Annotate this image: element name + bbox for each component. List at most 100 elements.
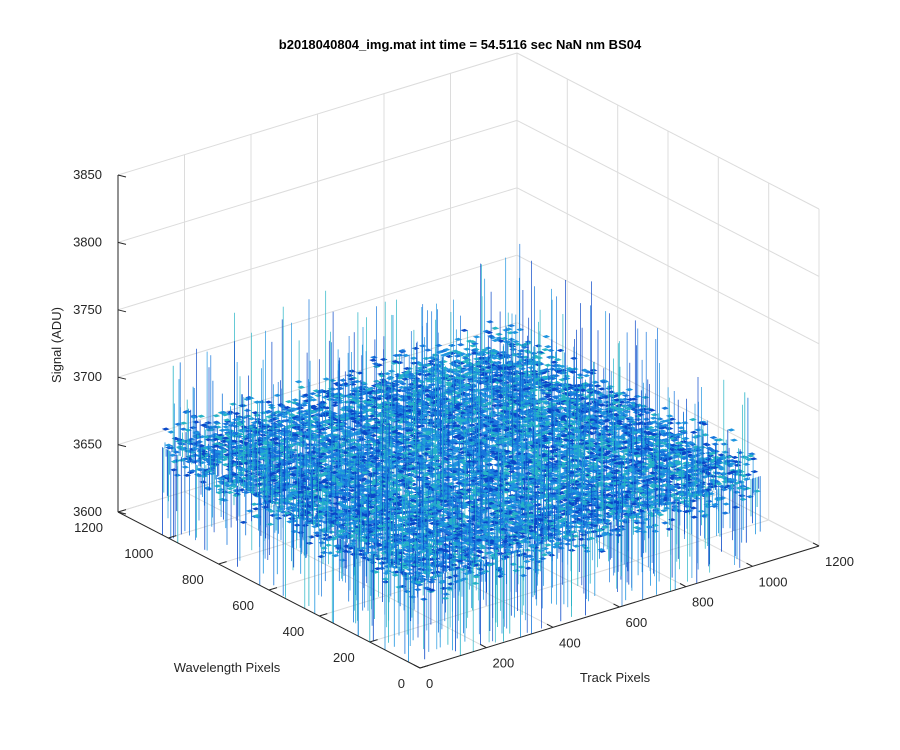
surface-patch (245, 395, 253, 400)
surface-patch (490, 356, 499, 360)
surface-patch (229, 421, 238, 425)
surface-patch (309, 404, 318, 408)
surface-patch (460, 328, 469, 332)
surface-patch (322, 377, 331, 381)
surface-patch (219, 410, 228, 415)
surface-patch (456, 343, 465, 347)
surface-patch (516, 328, 525, 332)
surface-patch (491, 326, 500, 330)
surface-patch (448, 343, 456, 348)
surface-patch (370, 355, 378, 359)
surface-patch (301, 393, 310, 397)
surface-patch (212, 420, 221, 424)
surface-patch (348, 392, 356, 396)
surface-patch (322, 463, 330, 467)
surface-patch (495, 336, 503, 340)
surface-patch (264, 409, 273, 414)
surface-patch (264, 400, 273, 404)
surface-patch (475, 352, 484, 356)
surface-patch (465, 339, 474, 343)
surface-patch (395, 376, 404, 380)
surface-patch (326, 397, 334, 402)
surface-patch (423, 348, 432, 352)
surface-patch (263, 425, 272, 429)
surface-patch (247, 417, 256, 421)
surface-patch (211, 437, 220, 441)
surface-patch (202, 457, 210, 462)
surface-patch (492, 354, 501, 358)
surface-patch (212, 414, 221, 418)
surface-patch (376, 394, 385, 398)
surface-patch (302, 415, 310, 419)
surface-patch (197, 414, 206, 418)
surface-patch (439, 349, 448, 353)
surface-patch (544, 345, 552, 349)
surface-patch (229, 402, 238, 406)
surface-patch (294, 380, 303, 384)
surface-patch (463, 364, 471, 368)
surface-patch (401, 377, 410, 381)
surface-patch (518, 367, 527, 371)
surface-patch (369, 358, 378, 362)
surface-patch (486, 320, 494, 324)
surface-patch (453, 354, 462, 358)
surface-patch (301, 401, 309, 405)
surface-patch (323, 406, 332, 410)
surface-patch (291, 398, 300, 402)
surface-patch (511, 330, 519, 335)
surface-patch (280, 415, 289, 419)
surface-patch (472, 335, 481, 339)
surface-patch (492, 370, 501, 375)
surface-patch (199, 423, 208, 427)
surface-patch (223, 428, 231, 432)
surface-patch (254, 417, 262, 422)
surface-patch (243, 408, 252, 413)
surface-patch (399, 382, 407, 386)
surface-patch (254, 438, 263, 443)
surface-patch (411, 346, 420, 350)
surface-patch (164, 443, 173, 447)
grid-line (369, 519, 769, 643)
surface-patch (491, 338, 500, 343)
surface-patch (273, 393, 282, 397)
surface-patch (222, 425, 230, 429)
surface-patch (242, 490, 251, 495)
surface-patch (457, 370, 465, 374)
surface-patch (296, 428, 305, 432)
surface-patch (161, 427, 170, 431)
surface-patch (443, 352, 452, 356)
surface-patch (252, 507, 260, 511)
surface-patch (272, 437, 280, 441)
surface-patch (460, 368, 469, 372)
surface-patch (392, 353, 401, 358)
surface-patch (253, 400, 262, 404)
surface-patch (488, 349, 496, 353)
surface-patch (188, 469, 197, 473)
surface-patch (391, 359, 400, 364)
surface-patch (179, 421, 188, 425)
surface-patch (376, 386, 385, 390)
surface-patch (544, 363, 552, 367)
surface-patch (213, 442, 222, 446)
surface-patch (403, 366, 411, 371)
surface-patch (314, 393, 322, 398)
surface-patch (221, 413, 229, 417)
surface-patch (542, 334, 551, 339)
surface-patch (285, 400, 293, 404)
surface-patch (227, 423, 236, 428)
surface-patch (442, 348, 451, 352)
surface-patch (517, 349, 525, 353)
surface (161, 243, 761, 662)
surface-patch (226, 486, 234, 491)
surface-patch (169, 468, 178, 472)
surface-patch (222, 422, 230, 426)
surface-patch (396, 380, 405, 384)
surface-patch (471, 342, 479, 346)
surface-patch (300, 425, 309, 429)
surface-patch (461, 356, 470, 360)
surface-patch (308, 392, 317, 396)
surface-patch (224, 431, 232, 435)
surface-patch (297, 385, 306, 389)
